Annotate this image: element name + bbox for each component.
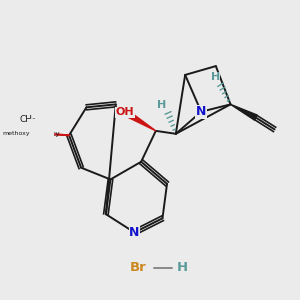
Text: H: H — [157, 100, 166, 110]
Text: methoxy: methoxy — [29, 131, 60, 137]
Text: O: O — [40, 129, 50, 139]
Polygon shape — [230, 104, 257, 120]
Text: OH: OH — [116, 107, 134, 117]
Polygon shape — [5, 119, 53, 146]
Text: N: N — [129, 226, 140, 239]
Text: N: N — [196, 105, 206, 118]
Text: H: H — [211, 72, 220, 82]
Text: CH₃: CH₃ — [19, 116, 36, 124]
Polygon shape — [128, 112, 156, 131]
Text: O: O — [40, 129, 50, 139]
Text: H: H — [177, 261, 188, 274]
Text: methoxy: methoxy — [3, 131, 30, 136]
Text: Br: Br — [130, 261, 146, 274]
